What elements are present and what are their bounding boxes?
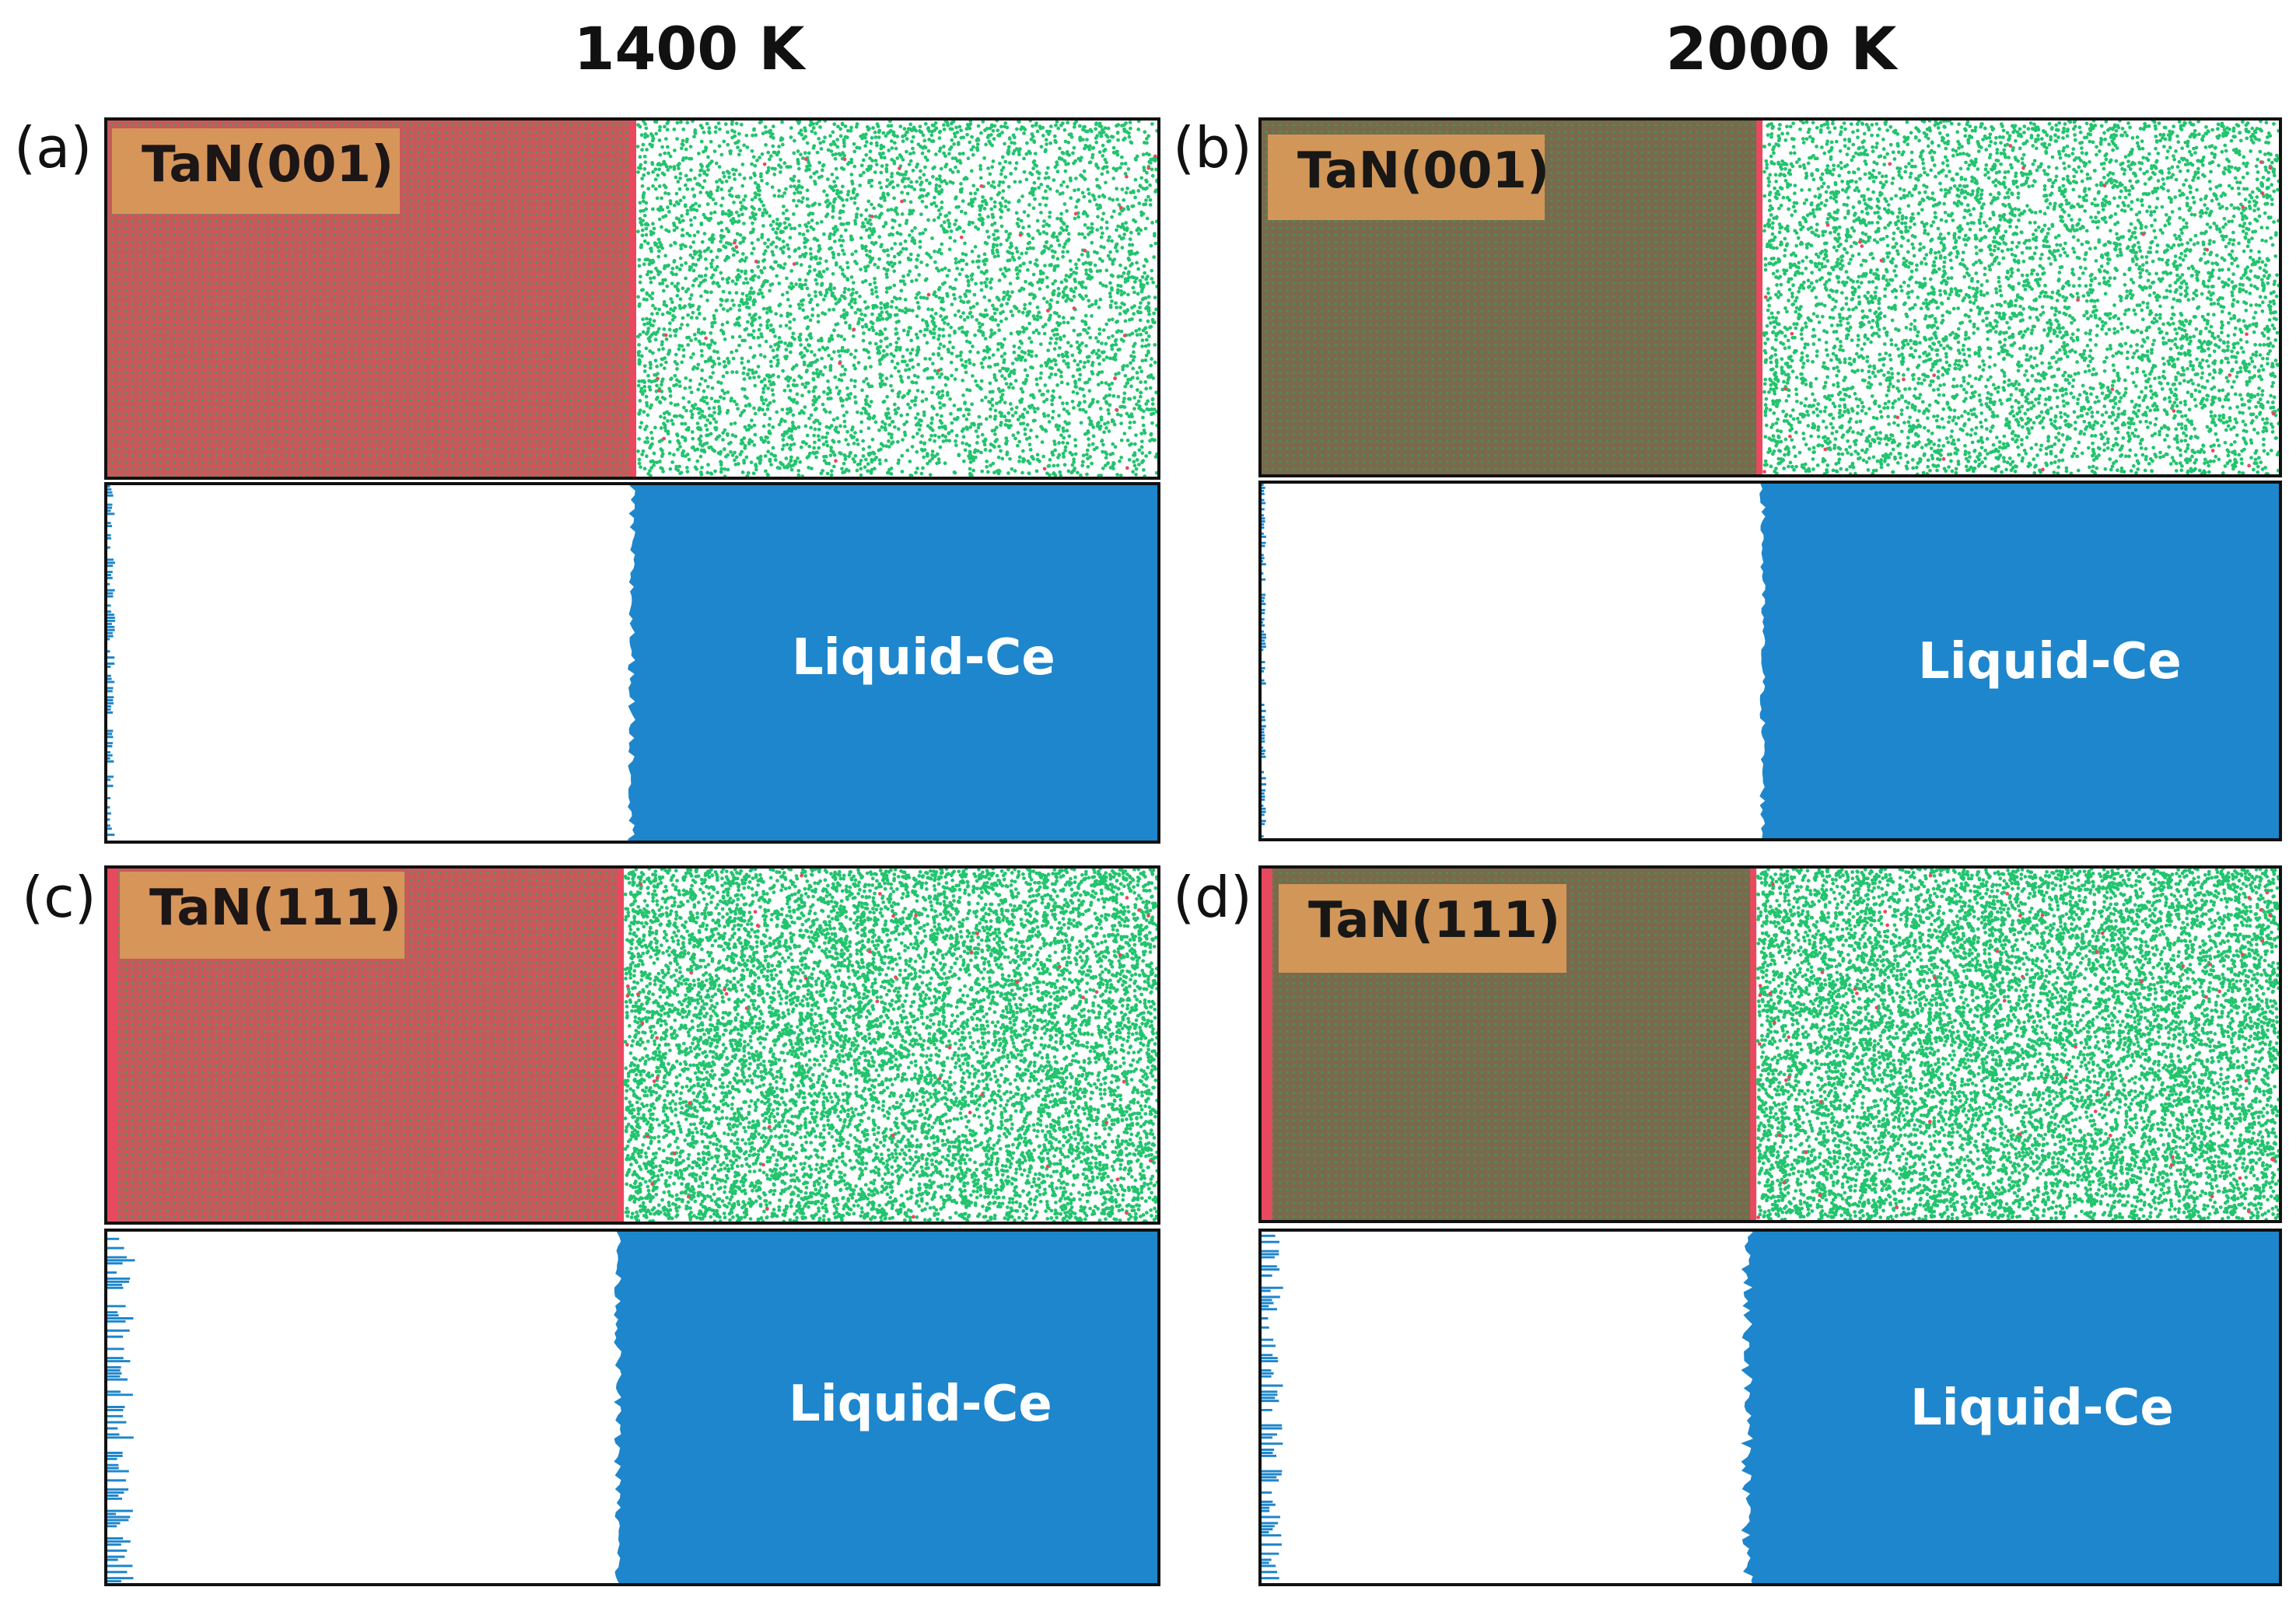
panel-letter-c: (c): [22, 865, 96, 930]
surface-label-a: TaN(001): [112, 128, 400, 214]
panel-c-atoms-tan: TaN(111): [104, 865, 1160, 1225]
panel-a-atoms-ce: Liquid-Ce: [104, 482, 1160, 844]
panel-b-atoms-tan: TaN(001): [1258, 117, 2282, 477]
liquid-label-c: Liquid-Ce: [789, 1376, 1052, 1433]
panel-d-atoms-tan: TaN(111): [1258, 865, 2282, 1223]
panel-letter-b: (b): [1173, 115, 1252, 180]
liquid-label-d: Liquid-Ce: [1910, 1379, 2174, 1437]
surface-label-d: TaN(111): [1279, 884, 1566, 973]
liquid-label-a: Liquid-Ce: [792, 629, 1055, 687]
column-title-1400k: 1400 K: [456, 14, 922, 83]
panel-b-atoms-ce: Liquid-Ce: [1258, 481, 2282, 841]
liquid-label-b: Liquid-Ce: [1918, 633, 2182, 690]
column-title-2000k: 2000 K: [1548, 14, 2014, 83]
surface-label-b: TaN(001): [1268, 135, 1545, 220]
panel-letter-a: (a): [14, 115, 92, 180]
panel-d-atoms-ce: Liquid-Ce: [1258, 1229, 2282, 1586]
panel-a-atoms-tan: TaN(001): [104, 117, 1160, 480]
surface-label-c: TaN(111): [120, 872, 404, 959]
panel-letter-d: (d): [1173, 865, 1252, 930]
panel-c-atoms-ce: Liquid-Ce: [104, 1229, 1160, 1586]
